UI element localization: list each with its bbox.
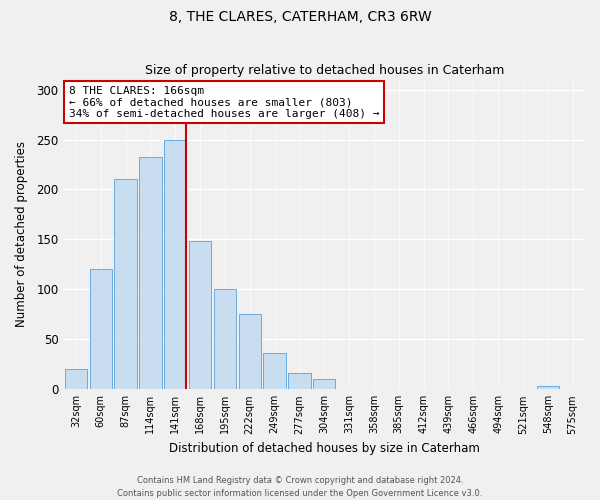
Title: Size of property relative to detached houses in Caterham: Size of property relative to detached ho… [145, 64, 504, 77]
X-axis label: Distribution of detached houses by size in Caterham: Distribution of detached houses by size … [169, 442, 479, 455]
Bar [214, 290, 236, 390]
Bar [164, 140, 187, 390]
Text: 8, THE CLARES, CATERHAM, CR3 6RW: 8, THE CLARES, CATERHAM, CR3 6RW [169, 10, 431, 24]
Text: 8 THE CLARES: 166sqm
← 66% of detached houses are smaller (803)
34% of semi-deta: 8 THE CLARES: 166sqm ← 66% of detached h… [68, 86, 379, 119]
Bar [239, 314, 261, 390]
Bar [189, 242, 211, 390]
Bar [89, 270, 112, 390]
Bar [536, 386, 559, 390]
Bar [115, 180, 137, 390]
Bar [313, 380, 335, 390]
Y-axis label: Number of detached properties: Number of detached properties [15, 142, 28, 328]
Bar [139, 158, 161, 390]
Bar [288, 374, 311, 390]
Text: Contains HM Land Registry data © Crown copyright and database right 2024.
Contai: Contains HM Land Registry data © Crown c… [118, 476, 482, 498]
Bar [65, 370, 87, 390]
Bar [263, 354, 286, 390]
